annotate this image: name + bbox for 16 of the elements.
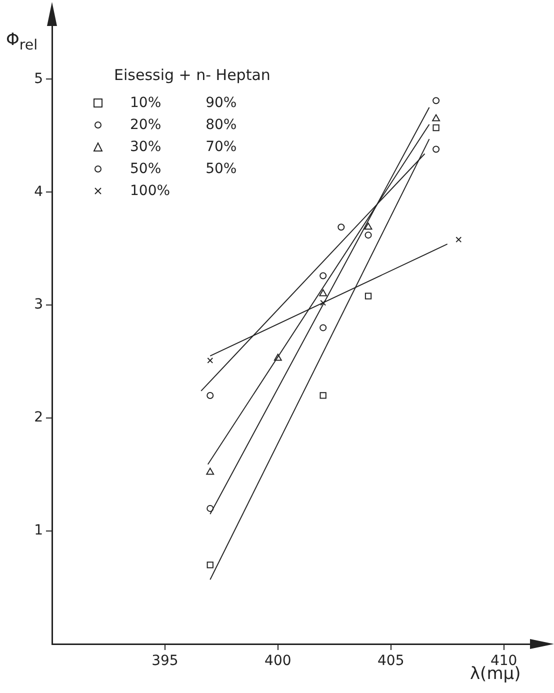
legend-label: 50% 50% bbox=[130, 161, 237, 177]
x-tick-label: 395 bbox=[152, 653, 178, 670]
y-tick-label: 1 bbox=[34, 522, 43, 539]
legend-title: Eisessig + n- Heptan bbox=[114, 66, 270, 84]
legend-label: 100% bbox=[130, 183, 170, 199]
y-tick-label: 2 bbox=[34, 410, 43, 426]
y-axis-title: Φ$_{rel}$ bbox=[6, 30, 38, 54]
legend-label: 10% 90% bbox=[130, 95, 237, 111]
x-axis-title: λ(mμ) bbox=[470, 664, 521, 684]
x-tick-label: 400 bbox=[264, 653, 292, 670]
y-tick-label: 5 bbox=[34, 70, 43, 87]
y-tick-label: 3 bbox=[34, 296, 43, 313]
legend-label: 30% 70% bbox=[130, 139, 237, 155]
y-tick-label: 4 bbox=[34, 184, 44, 200]
x-tick-label: 405 bbox=[377, 653, 404, 670]
legend-label: 20% 80% bbox=[130, 117, 237, 133]
